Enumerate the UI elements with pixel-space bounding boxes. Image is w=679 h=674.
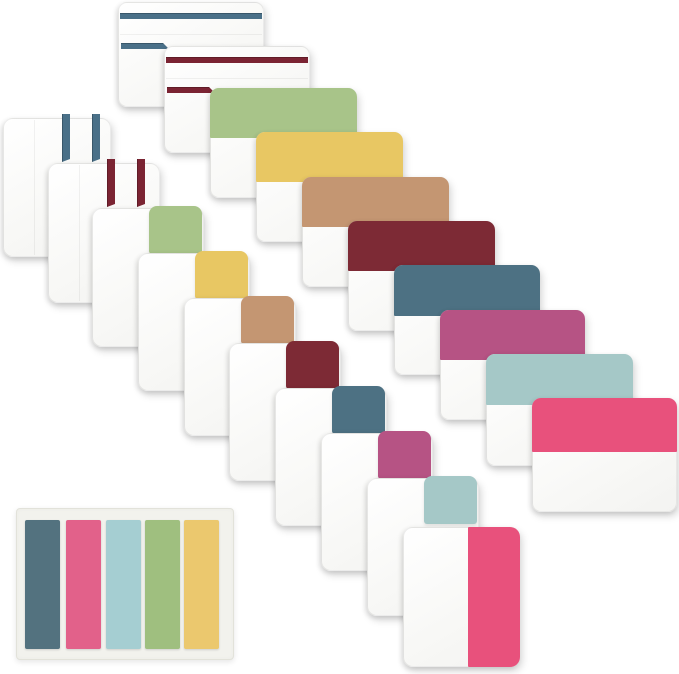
tab-edge-stripe-steel-blue — [92, 114, 100, 162]
tab-color-block-green — [210, 88, 357, 138]
back-tab-sheet-10-pink — [532, 398, 677, 512]
page-flag-green — [145, 520, 180, 649]
tab-edge-stripe-maroon — [166, 57, 308, 63]
tab-color-block-pink — [468, 527, 520, 667]
tab-color-block-steel-blue — [332, 386, 385, 434]
sheet-edge-line — [34, 120, 35, 255]
sheet-edge-line — [79, 165, 80, 301]
tab-color-block-yellow — [256, 132, 403, 182]
tab-color-block-light-teal — [424, 476, 477, 524]
page-flag-yellow — [184, 520, 219, 649]
flag-dispenser-tray — [16, 508, 234, 660]
tab-color-block-green — [149, 206, 202, 254]
tab-color-block-pink — [532, 398, 677, 452]
sheet-edge-line — [120, 34, 262, 35]
page-flag-pink — [66, 520, 101, 649]
tab-edge-stripe-steel-blue — [120, 13, 262, 19]
sheet-edge-line — [166, 78, 308, 79]
tab-color-block-light-teal — [486, 354, 633, 405]
tab-color-block-maroon — [286, 341, 339, 389]
tab-color-block-yellow — [195, 251, 248, 299]
tab-edge-stripe-steel-blue — [62, 114, 70, 162]
tab-color-block-tan — [241, 296, 294, 344]
tab-color-block-magenta — [440, 310, 585, 360]
tab-edge-stripe-maroon — [137, 159, 145, 207]
page-flag-steel-blue — [25, 520, 60, 649]
front-tab-sheet-10-pink — [403, 527, 520, 667]
tab-color-block-tan — [302, 177, 449, 227]
tab-color-block-magenta — [378, 431, 431, 479]
tab-edge-stripe-maroon — [167, 87, 215, 93]
tab-color-block-maroon — [348, 221, 495, 271]
page-flag-light-blue — [106, 520, 141, 649]
tab-edge-stripe-maroon — [107, 159, 115, 207]
tab-edge-stripe-steel-blue — [121, 43, 169, 49]
tab-color-block-steel-blue — [394, 265, 540, 316]
